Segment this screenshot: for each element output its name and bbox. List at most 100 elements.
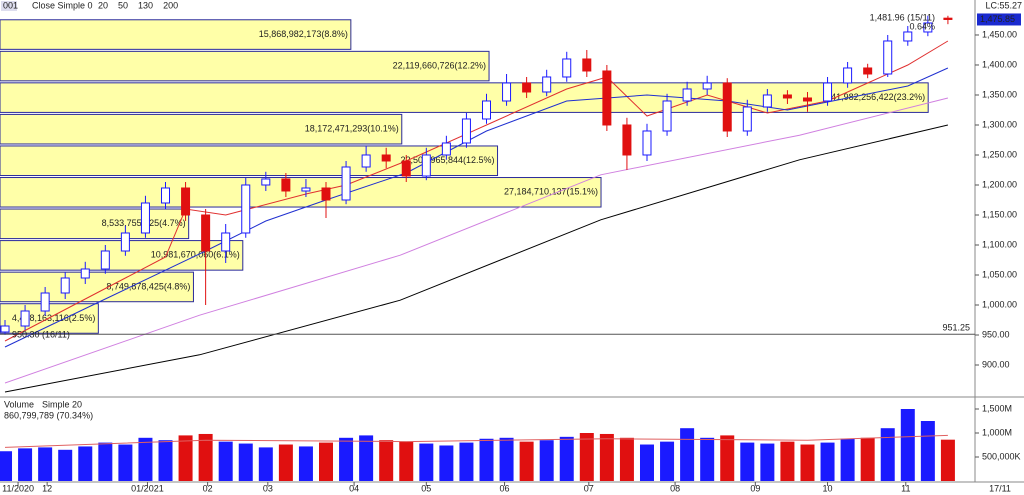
volume-subtitle: Simple xyxy=(42,399,70,409)
volume-bar xyxy=(619,437,634,481)
moving-averages xyxy=(4,40,949,393)
candle-body xyxy=(542,76,552,93)
low-line-label: 951.25 xyxy=(942,323,970,333)
x-tick-label: 07 xyxy=(584,483,594,493)
change-label: 0.64% xyxy=(909,21,935,31)
volume-bar xyxy=(78,446,93,481)
volume-bar xyxy=(98,442,113,481)
profile-label: 15,868,982,173(8.8%) xyxy=(259,29,348,39)
volume-bar xyxy=(399,441,414,481)
candle-body xyxy=(60,277,70,294)
volume-bar xyxy=(479,438,494,481)
legend-entry: 200 xyxy=(163,0,178,10)
candle-body xyxy=(602,70,612,126)
candle-body xyxy=(461,118,471,144)
volume-bar xyxy=(258,447,273,481)
y-tick-label: 1,400.00 xyxy=(982,59,1017,69)
legend-entry: 50 xyxy=(118,0,128,10)
y-tick-label: 1,000M xyxy=(982,427,1012,437)
candle-body xyxy=(662,100,672,132)
profile-bar xyxy=(0,271,194,303)
profile-label: 10,981,670,060(6.1%) xyxy=(151,250,240,260)
y-tick-label: 1,450.00 xyxy=(982,29,1017,39)
x-tick-label: 04 xyxy=(349,483,359,493)
candle-body xyxy=(802,97,812,102)
volume-bar xyxy=(579,433,594,481)
candle-body xyxy=(481,100,491,120)
x-tick-label: 02 xyxy=(203,483,213,493)
volume-bar xyxy=(278,444,293,481)
candle-body xyxy=(582,58,592,72)
profile-label: 18,172,471,293(10.1%) xyxy=(305,124,399,134)
volume-panel xyxy=(0,409,955,481)
candle-body xyxy=(642,130,652,156)
volume-bar xyxy=(720,435,735,481)
y-tick-label: 500,000K xyxy=(982,451,1021,461)
volume-bar xyxy=(339,437,354,481)
candle-body xyxy=(281,178,291,192)
candle-body xyxy=(943,17,953,20)
volume-bar xyxy=(840,438,855,481)
x-tick-label: 11 xyxy=(901,483,910,493)
corner-label: LC:55.27 xyxy=(985,0,1022,10)
volume-bar xyxy=(138,437,153,481)
candle-body xyxy=(161,187,171,204)
volume-bar xyxy=(900,409,915,481)
candle-body xyxy=(702,82,712,90)
candle-body xyxy=(181,187,191,216)
candle-body xyxy=(361,154,371,168)
candle-body xyxy=(522,82,532,93)
volume-bar xyxy=(18,448,33,481)
y-tick-label: 1,050.00 xyxy=(982,269,1017,279)
x-tick-label: 03 xyxy=(263,483,273,493)
ma-line xyxy=(4,124,949,393)
volume-bar xyxy=(740,442,755,481)
candle-body xyxy=(421,154,431,177)
volume-bar xyxy=(660,441,675,481)
last-price-box xyxy=(977,13,1021,26)
volume-bar xyxy=(379,440,394,481)
candle-body xyxy=(682,88,692,102)
volume-bar xyxy=(439,445,454,481)
ma-line xyxy=(4,67,949,348)
profile-bar xyxy=(0,145,499,177)
x-tick-label: 10 xyxy=(823,483,833,493)
candle-body xyxy=(341,166,351,201)
candle-body xyxy=(883,40,893,75)
y-tick-label: 900.00 xyxy=(982,359,1010,369)
volume-bar xyxy=(539,440,554,481)
last-date: 17/11 xyxy=(989,483,1011,493)
candle-body xyxy=(140,202,150,234)
profile-label: 4,448,163,116(2.5%) xyxy=(12,313,95,323)
ma-line xyxy=(4,434,948,448)
profile-bar xyxy=(0,208,190,240)
last-price-label: 1,475.85 xyxy=(980,14,1015,24)
volume-bar xyxy=(780,441,795,481)
y-tick-label: 1,500M xyxy=(982,403,1012,413)
y-tick-label: 1,300.00 xyxy=(982,119,1017,129)
profile-label: 27,184,710,137(15.1%) xyxy=(504,187,598,197)
x-tick-label: 11/2020 xyxy=(2,483,34,493)
volume-bar xyxy=(519,441,534,481)
legend-title: Close Simple 0 xyxy=(32,0,93,10)
volume-title: Volume xyxy=(4,399,34,409)
candle-body xyxy=(762,94,772,108)
volume-bar xyxy=(319,442,334,481)
x-tick-label: 05 xyxy=(421,483,431,493)
candle-body xyxy=(20,310,30,327)
candle-body xyxy=(441,142,451,156)
legend-entry: 20 xyxy=(98,0,108,10)
volume-bar xyxy=(238,443,253,481)
x-tick-label: 12 xyxy=(42,483,52,493)
profile-label: 41,982,256,422(23.2%) xyxy=(831,92,925,102)
volume-bar xyxy=(178,435,193,481)
profile-bar xyxy=(0,19,352,50)
x-tick-label: 09 xyxy=(750,483,760,493)
symbol-box xyxy=(1,1,17,11)
volume-bar xyxy=(700,437,715,481)
profile-bar xyxy=(0,50,490,82)
candle-body xyxy=(40,292,50,312)
volume-bar xyxy=(158,440,173,481)
candle-body xyxy=(923,22,933,33)
candle-body xyxy=(241,184,251,234)
